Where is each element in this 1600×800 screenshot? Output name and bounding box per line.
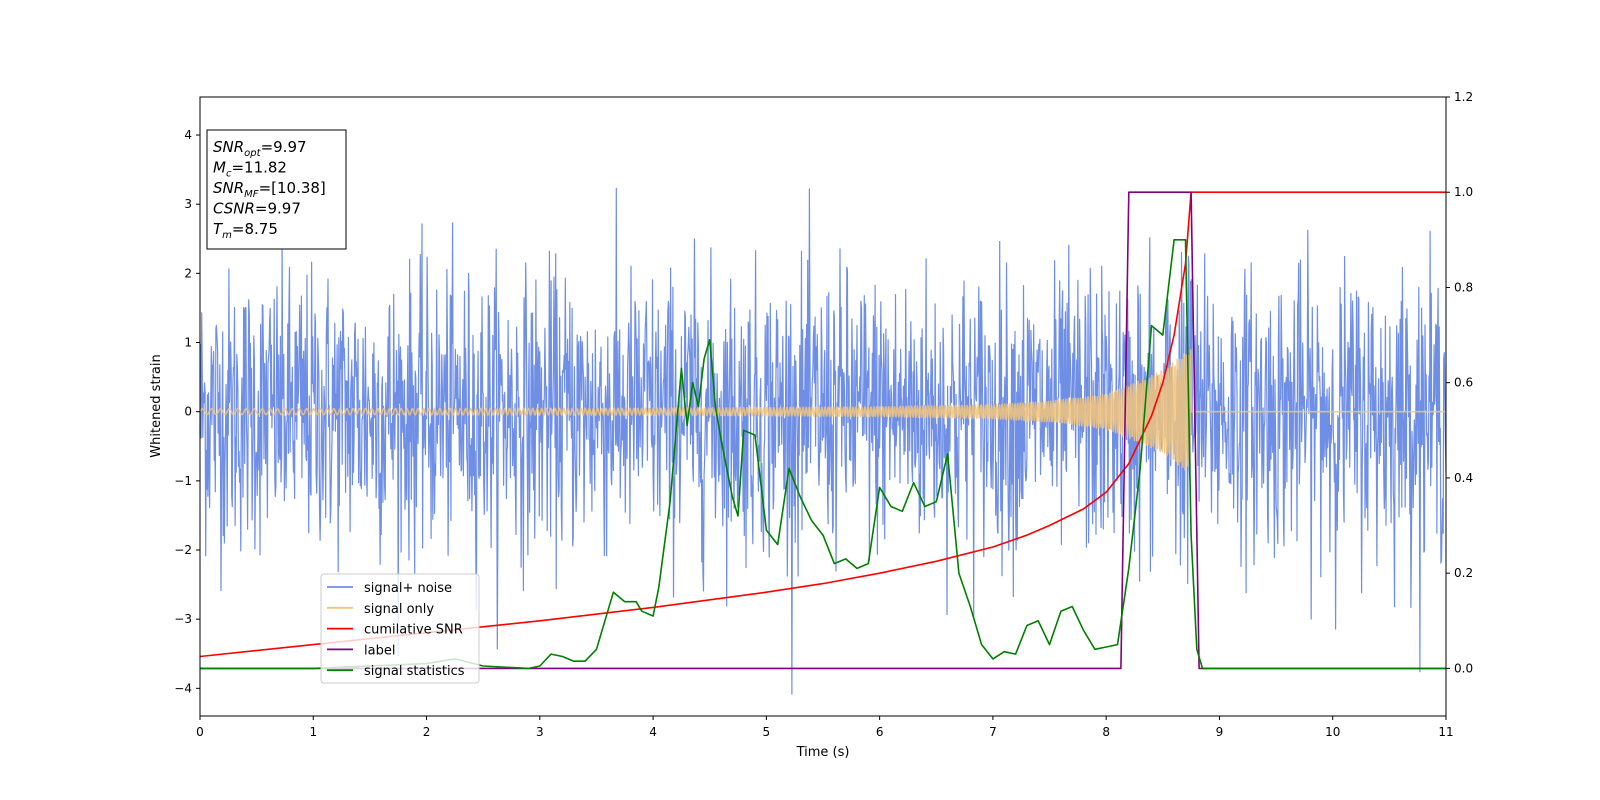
legend-frame (320, 573, 480, 684)
legend-label: label (364, 643, 395, 658)
x-tick-label: 4 (649, 725, 657, 739)
y-left-tick-label: −3 (174, 612, 192, 626)
x-tick-label: 8 (1102, 725, 1110, 739)
y-axis-left: −4 −3 −2 −1 0 1 2 3 4 (174, 128, 200, 695)
y-axis-right: 0.0 0.2 0.4 0.6 0.8 1.0 1.2 (1446, 90, 1473, 675)
x-tick-label: 3 (536, 725, 544, 739)
y-right-tick-label: 1.2 (1454, 90, 1473, 104)
y-right-tick-label: 0.6 (1454, 376, 1473, 390)
x-tick-label: 7 (989, 725, 997, 739)
axes-frame (199, 96, 1447, 717)
y-left-tick-label: 1 (184, 336, 192, 350)
annotation-line: Tm=8.75 (213, 220, 278, 241)
y-left-tick-label: −2 (174, 543, 192, 557)
y-right-tick-label: 0.2 (1454, 566, 1473, 580)
legend-label: cumilative SNR (364, 623, 463, 638)
x-tick-label: 9 (1216, 725, 1224, 739)
y-right-tick-label: 0.8 (1454, 280, 1473, 294)
annotation-line: CSNR=9.97 (213, 200, 301, 218)
legend-label: signal only (364, 602, 434, 617)
legend: signal+ noise signal only cumilative SNR la… (320, 573, 480, 684)
series-line-signal-noise (199, 187, 1447, 695)
y-left-tick-label: 2 (184, 266, 192, 280)
legend-label: signal+ noise (364, 581, 452, 596)
plot-area (199, 187, 1447, 695)
x-tick-label: 5 (763, 725, 771, 739)
x-tick-label: 2 (423, 725, 431, 739)
x-axis-label: Time (s) (796, 745, 850, 760)
y-left-tick-label: −4 (174, 681, 192, 695)
series-line-signal-statistics (200, 239, 1446, 670)
x-tick-label: 6 (876, 725, 884, 739)
annotation-line: SNRMF=[10.38] (213, 179, 326, 200)
x-tick-label: 0 (196, 725, 204, 739)
x-tick-label: 11 (1438, 725, 1453, 739)
annotation-box: SNRopt=9.97Mc=11.82SNRMF=[10.38]CSNR=9.9… (206, 129, 347, 250)
series-line-cumilative-snr (199, 191, 1446, 658)
annotation-frame (206, 129, 347, 250)
series-line-signal-only (199, 349, 1447, 473)
x-axis: 0 1 2 3 4 5 6 7 8 9 10 11 (196, 716, 1454, 739)
x-tick-label: 1 (309, 725, 317, 739)
x-tick-label: 10 (1325, 725, 1340, 739)
y-left-tick-label: −1 (174, 474, 192, 488)
annotation-line: SNRopt=9.97 (213, 138, 307, 159)
y-left-tick-label: 0 (184, 405, 192, 419)
legend-label: signal statistics (364, 664, 465, 679)
y-right-tick-label: 0.0 (1454, 661, 1473, 675)
y-left-tick-label: 3 (184, 197, 192, 211)
y-left-tick-label: 4 (184, 128, 192, 142)
annotation-line: Mc=11.82 (213, 159, 287, 180)
y-right-tick-label: 0.4 (1454, 471, 1473, 485)
y-right-tick-label: 1.0 (1454, 185, 1473, 199)
y-axis-label: Whitened strain (149, 354, 164, 457)
